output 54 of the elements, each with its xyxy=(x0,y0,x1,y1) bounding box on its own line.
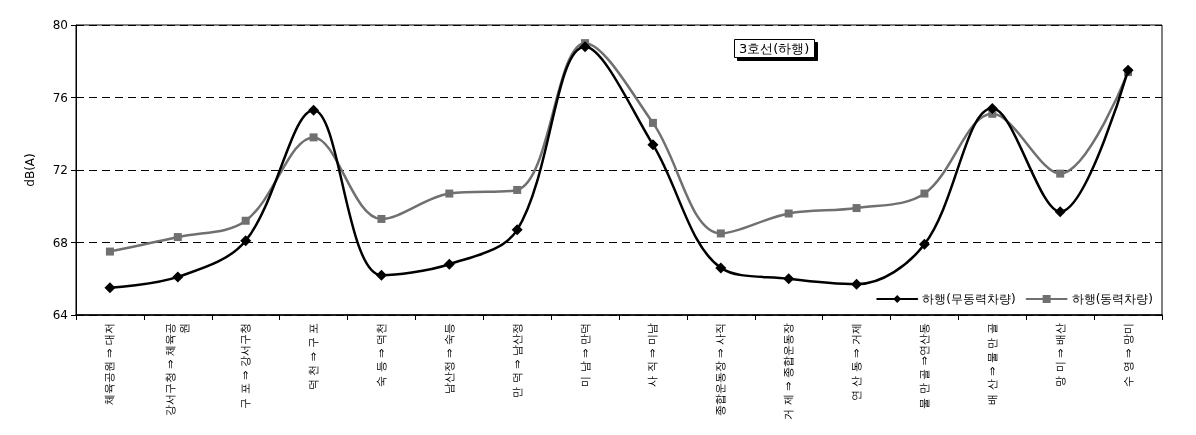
point xyxy=(104,282,116,294)
y-tick-label: 72 xyxy=(52,163,68,177)
point xyxy=(852,204,861,213)
x-tick-label: 사 직 ⇒ 미남 xyxy=(646,323,660,387)
point xyxy=(784,209,793,218)
x-tick-label: 덕 천 ⇒ 구 포 xyxy=(307,323,321,391)
x-tick-label: 강서구청 ⇒ 체육공원 xyxy=(164,323,192,417)
legend-label: 하행(동력차량) xyxy=(1071,292,1154,306)
point xyxy=(445,189,454,198)
point xyxy=(172,271,184,283)
x-tick-label: 만 덕 ⇒ 남산정 xyxy=(510,323,524,398)
x-tick-label: 숙 등 ⇒ 덕천 xyxy=(374,323,388,387)
point xyxy=(173,233,182,242)
point xyxy=(1054,206,1066,218)
legend-label: 하행(무동력차량) xyxy=(922,292,1016,306)
point xyxy=(920,189,929,198)
point xyxy=(511,224,523,236)
text: 3호선(하행) xyxy=(739,41,810,56)
point xyxy=(308,104,320,116)
point xyxy=(579,41,591,53)
point xyxy=(986,102,998,114)
x-tick-label: 남산정 ⇒ 숙등 xyxy=(442,323,456,395)
point xyxy=(377,214,386,223)
point xyxy=(918,238,930,250)
y-axis-title: dB(A) xyxy=(23,153,37,187)
point xyxy=(241,216,250,225)
y-tick-label: 64 xyxy=(52,308,68,322)
y-tick-label: 80 xyxy=(52,18,68,32)
x-tick-label: 미 남 ⇒ 만덕 xyxy=(578,323,592,387)
y-tick-label: 76 xyxy=(52,90,68,105)
point xyxy=(783,273,795,285)
point xyxy=(513,185,522,194)
point xyxy=(716,229,725,238)
point xyxy=(715,262,727,274)
point xyxy=(851,278,863,290)
x-tick-label: 수 영 ⇒ 망미 xyxy=(1121,323,1135,387)
x-tick-label: 배 산 ⇒ 물 만 골 xyxy=(985,323,999,405)
point xyxy=(443,258,455,270)
point xyxy=(375,269,387,281)
point xyxy=(309,133,318,142)
y-tick-label: 68 xyxy=(52,235,68,250)
point xyxy=(648,118,657,127)
point xyxy=(240,235,252,247)
x-tick-label: 체육공원 ⇒ 대저 xyxy=(103,323,117,406)
x-tick-label: 연 산 동 ⇒ 거제 xyxy=(850,323,864,402)
x-tick-label: 망 미 ⇒ 배산 xyxy=(1053,323,1067,387)
x-tick-label: 거 제 ⇒ 종합운동장 xyxy=(782,323,796,420)
point xyxy=(105,247,114,256)
point xyxy=(647,139,659,151)
x-tick-label: 물 만 골 ⇒연산동 xyxy=(917,323,931,409)
point xyxy=(1056,169,1065,178)
x-tick-label: 구 포 ⇒ 강서구청 xyxy=(239,323,253,409)
point xyxy=(1122,64,1134,76)
x-tick-label: 종합운동장 ⇒ 사직 xyxy=(714,323,728,417)
